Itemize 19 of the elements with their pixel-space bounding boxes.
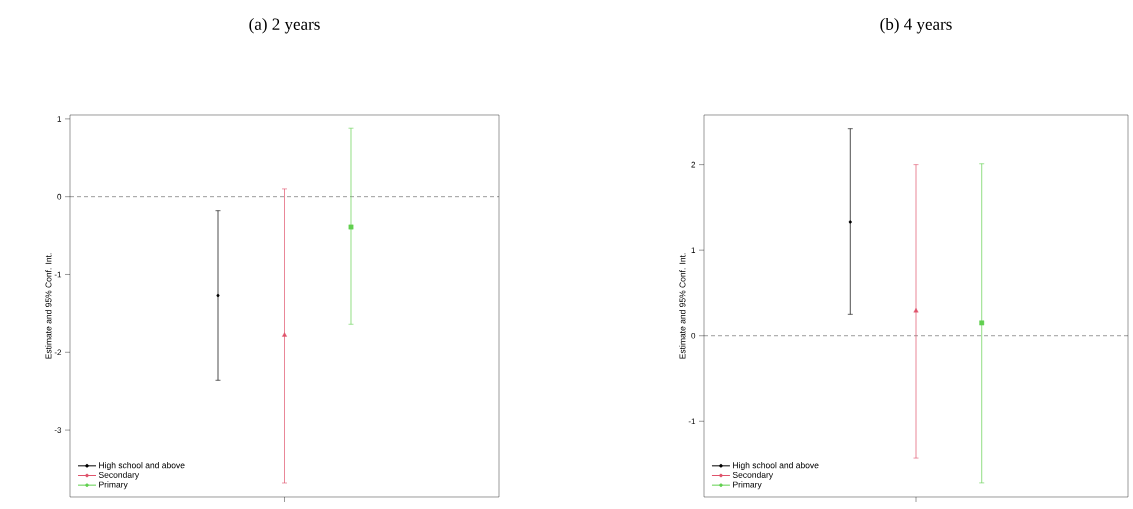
y-tick-label: 1 [691,247,696,253]
y-tick-label: -3 [54,427,62,433]
y-tick-label: 2 [691,161,696,168]
y-tick-label: -2 [54,349,62,356]
chart-title: (a) 2 years [249,18,320,34]
y-tick-label: 0 [57,193,62,200]
y-tick-label: 1 [57,116,62,122]
y-axis-title: Estimate and 95% Conf. Int. [679,253,686,359]
chart-title: (b) 4 years [880,18,952,34]
y-tick-label: -1 [688,418,696,425]
y-tick-label: -1 [54,271,62,278]
legend-label: High school and above [99,462,185,470]
legend-label: Primary [99,481,128,490]
y-axis-title: Estimate and 95% Conf. Int. [45,253,52,359]
legend-label: High school and above [733,462,819,470]
legend-label: Secondary [98,471,140,480]
y-tick-label: 0 [691,332,696,339]
legend-label: Primary [733,481,762,490]
legend-label: Secondary [732,471,774,480]
